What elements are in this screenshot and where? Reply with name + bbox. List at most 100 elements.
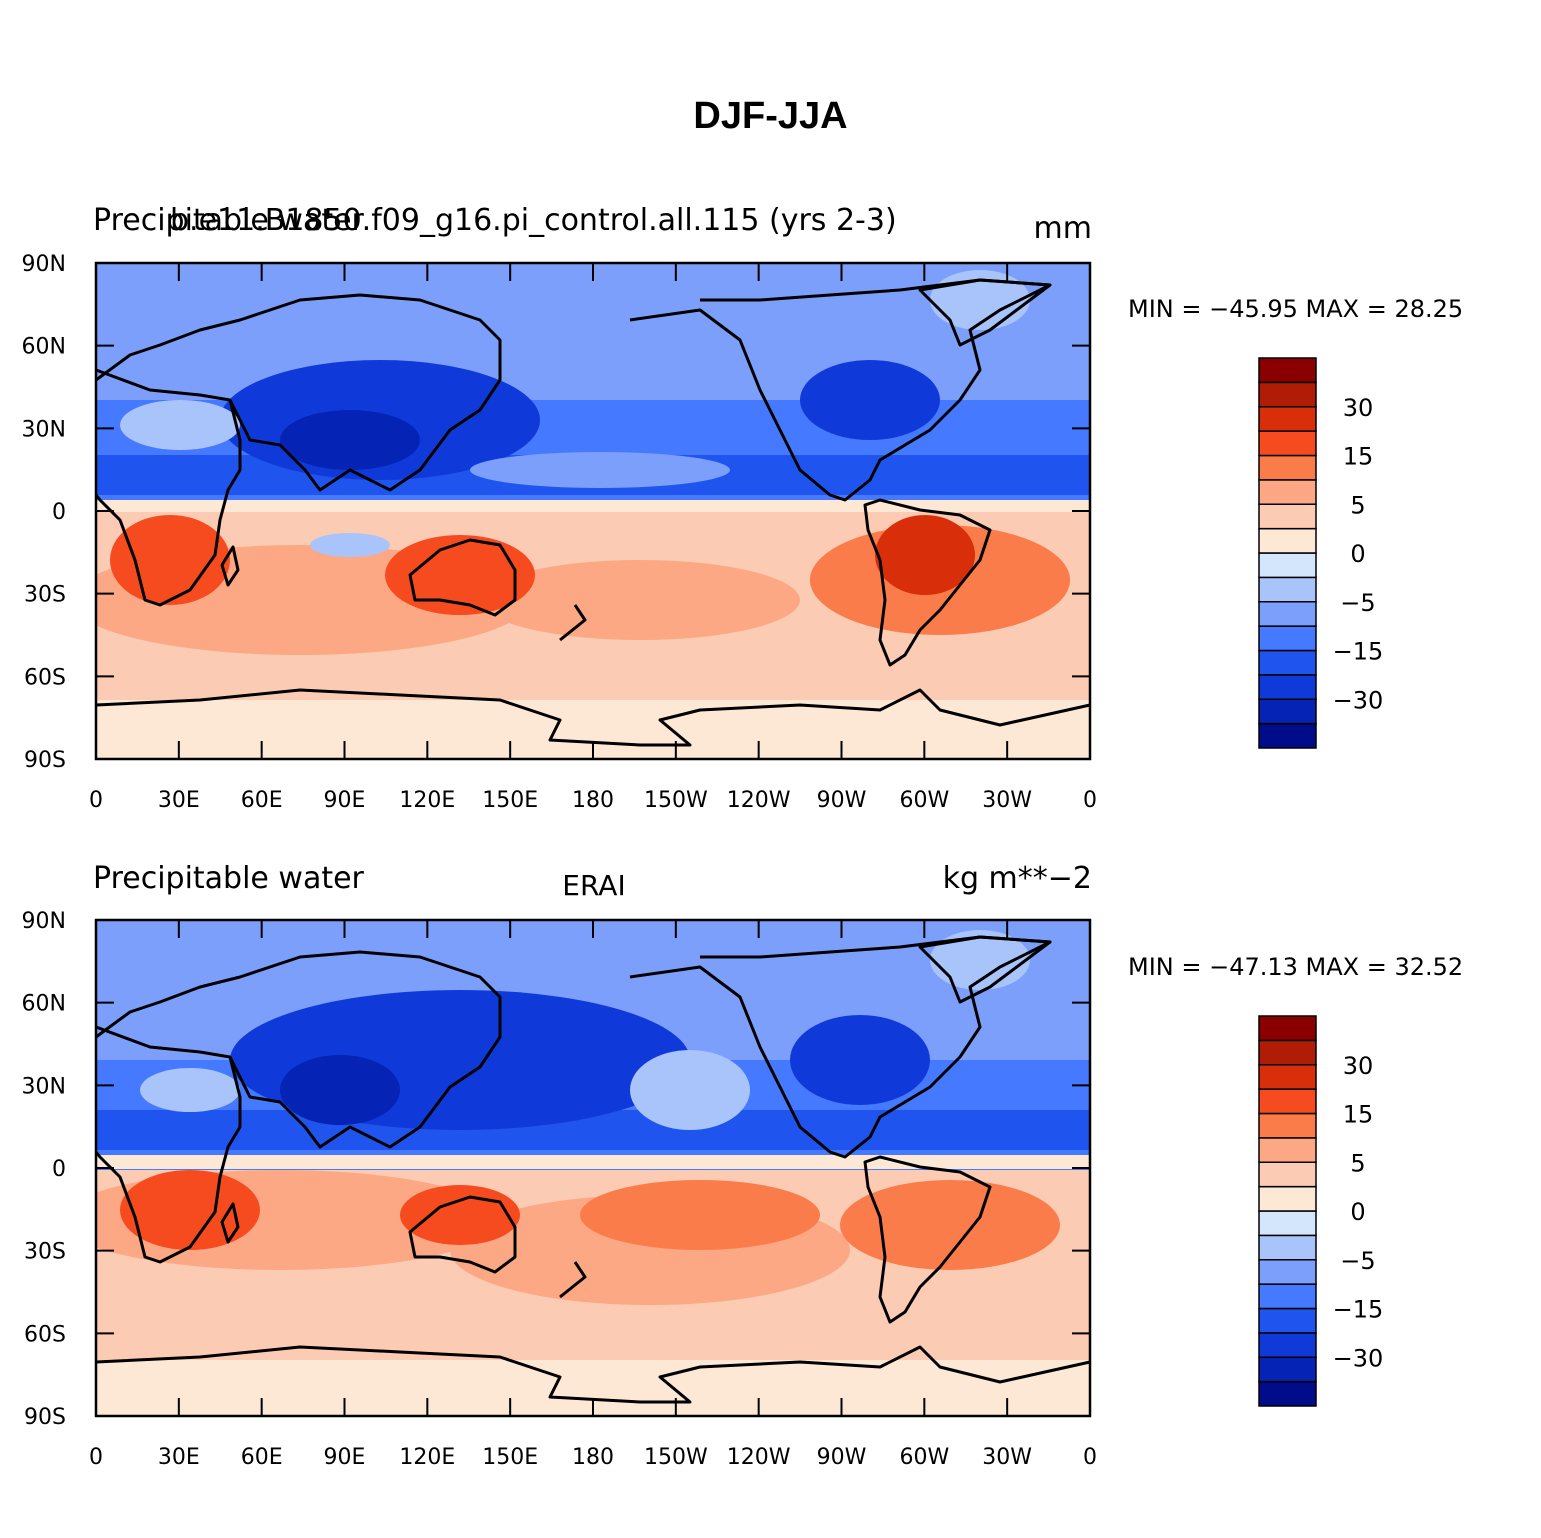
axis-ticks: 90N 60N 30N 0 30S 60S 90S 0 30E 60E 90E 120E 150E 180… [22, 252, 1097, 813]
field-pacific-max [580, 1180, 820, 1250]
lon-tick-label: 0 [1083, 788, 1097, 813]
lat-tick-label: 30S [24, 583, 66, 608]
panel-center-title: ERAI [562, 869, 625, 902]
lat-tick-label: 30N [22, 417, 66, 442]
colorbar-box [1258, 576, 1317, 603]
lon-tick-label: 30E [158, 788, 200, 813]
colorbar-label: −30 [1333, 686, 1384, 714]
lon-tick-label: 60E [241, 788, 283, 813]
field-north-america [790, 1015, 930, 1105]
colorbar-box [1258, 1307, 1317, 1334]
lat-tick-label: 60N [22, 335, 66, 360]
lat-tick-label: 30N [22, 1074, 66, 1099]
colorbar-box [1258, 1015, 1317, 1042]
field-east-pacific [630, 1050, 750, 1130]
colorbar-box [1258, 1137, 1317, 1163]
lon-tick-label: 150E [482, 788, 538, 813]
panel-center-title: b.e11.B1850.f09_g16.pi_control.all.115 (… [170, 203, 897, 238]
field-sahara [140, 1068, 240, 1112]
colorbar-box [1258, 527, 1317, 554]
colorbar-label: 0 [1350, 540, 1365, 568]
colorbar-box [1258, 1039, 1317, 1066]
lon-tick-label: 30W [982, 1445, 1032, 1470]
panel-observations: Precipitable water ERAI kg m**−2 90N 60N 3… [22, 861, 1464, 1470]
colorbar-box [1258, 1380, 1317, 1407]
field-equator [96, 1155, 1090, 1169]
lon-tick-label: 60W [899, 788, 949, 813]
lon-tick-label: 60W [899, 1445, 949, 1470]
panel-model: Precipitable water b.e11.B1850.f09_g16.p… [22, 203, 1464, 813]
colorbar-box [1258, 1185, 1317, 1212]
field-australia [385, 535, 535, 615]
lat-tick-label: 60S [24, 1322, 66, 1347]
colorbar-label: 5 [1350, 1149, 1365, 1177]
colorbar-box [1258, 357, 1317, 384]
colorbar-box [1258, 479, 1317, 505]
colorbar-label: −30 [1333, 1344, 1384, 1372]
colorbar-label: 0 [1350, 1198, 1365, 1226]
lat-tick-label: 90S [24, 1405, 66, 1430]
colorbar-label: −5 [1340, 589, 1375, 617]
panel-units: kg m**−2 [943, 861, 1092, 896]
field-indian-minimum [310, 533, 390, 557]
figure-title: DJF-JJA [693, 95, 848, 137]
colorbar-box [1258, 649, 1317, 676]
field-south-atlantic [840, 1180, 1060, 1270]
colorbar-box [1258, 552, 1317, 579]
colorbar-box [1258, 1064, 1317, 1090]
colorbar-label: 15 [1343, 1101, 1374, 1129]
lon-tick-label: 90W [817, 788, 867, 813]
lon-tick-label: 30E [158, 1445, 200, 1470]
colorbar-box [1258, 674, 1317, 700]
field-south-pacific [480, 560, 800, 640]
lon-tick-label: 150E [482, 1445, 538, 1470]
lon-tick-label: 90E [324, 788, 366, 813]
lon-tick-label: 90W [817, 1445, 867, 1470]
lat-tick-label: 90N [22, 252, 66, 277]
field-central-pacific [470, 452, 730, 488]
lon-tick-label: 90E [324, 1445, 366, 1470]
colorbar-box [1258, 722, 1317, 749]
lat-tick-label: 90S [24, 748, 66, 773]
field-australia [400, 1185, 520, 1245]
field-equator [96, 500, 1090, 512]
lon-tick-label: 120E [399, 788, 455, 813]
lat-tick-label: 90N [22, 909, 66, 934]
lon-tick-label: 150W [644, 788, 708, 813]
field-south-asia [280, 1055, 400, 1125]
lon-tick-label: 120W [727, 1445, 791, 1470]
colorbar: −30 −15 −5 0 5 15 30 [1258, 1015, 1384, 1407]
colorbar-box [1258, 1161, 1317, 1188]
lon-tick-label: 180 [572, 788, 614, 813]
lat-tick-label: 0 [52, 1157, 66, 1182]
colorbar-label: 15 [1343, 443, 1374, 471]
colorbar-box [1258, 1088, 1317, 1115]
lon-tick-label: 30W [982, 788, 1032, 813]
colorbar-box [1258, 406, 1317, 432]
colorbar-box [1258, 1112, 1317, 1139]
colorbar-box [1258, 381, 1317, 408]
panel-units: mm [1034, 211, 1092, 246]
colorbar-box [1258, 698, 1317, 725]
colorbar-box [1258, 601, 1317, 627]
colorbar-box [1258, 1332, 1317, 1358]
colorbar-label: −5 [1340, 1247, 1375, 1275]
colorbar-box [1258, 454, 1317, 481]
field-brazil [875, 515, 975, 595]
lat-tick-label: 0 [52, 500, 66, 525]
colorbar-box [1258, 1210, 1317, 1237]
colorbar-label: 30 [1343, 394, 1374, 422]
field-north-america [800, 360, 940, 440]
colorbar-box [1258, 1234, 1317, 1261]
axis-ticks: 90N 60N 30N 0 30S 60S 90S 0 30E 60E 90E 120E 150E 180… [22, 909, 1097, 1470]
lon-tick-label: 180 [572, 1445, 614, 1470]
panel-left-title: Precipitable water [93, 203, 365, 238]
lat-tick-label: 30S [24, 1240, 66, 1265]
field-sahara [120, 400, 240, 450]
min-max-stats: MIN = −45.95 MAX = 28.25 [1128, 295, 1463, 323]
lon-tick-label: 120E [399, 1445, 455, 1470]
panel-left-title: Precipitable water [93, 861, 365, 896]
colorbar: −30 −15 −5 0 5 15 30 [1258, 357, 1384, 749]
lon-tick-label: 0 [89, 1445, 103, 1470]
lon-tick-label: 0 [89, 788, 103, 813]
